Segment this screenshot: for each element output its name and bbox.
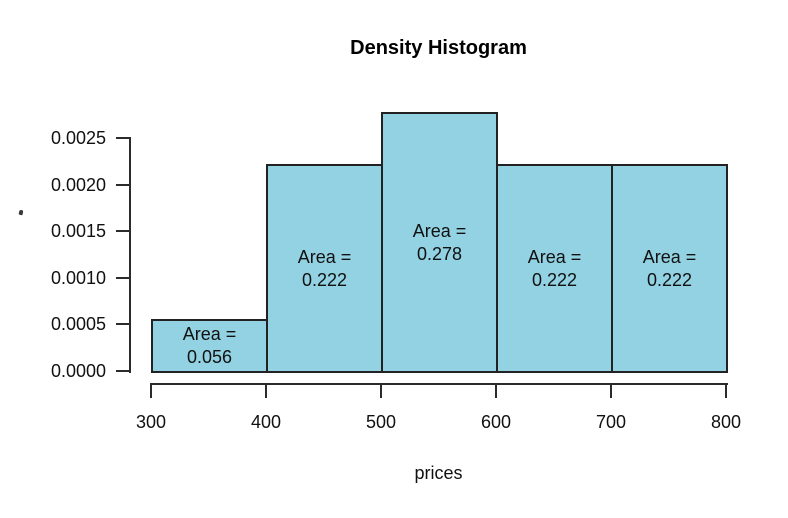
y-tick-label: 0.0000 [50, 361, 106, 381]
histogram-bar-300-400: Area = 0.056 [151, 319, 268, 373]
bar-area-label-line2: 0.222 [531, 269, 578, 290]
histogram-bar-600-700: Area = 0.222 [496, 164, 613, 373]
x-tick-label: 400 [250, 412, 282, 432]
bar-area-label-line1: Area = [412, 220, 467, 241]
bar-area-label: Area = 0.222 [528, 246, 582, 292]
bar-area-label-line1: Area = [527, 246, 582, 267]
bar-area-label-line2: 0.222 [301, 269, 348, 290]
bar-area-label: Area = 0.056 [183, 323, 237, 369]
x-tick-mark [265, 383, 267, 398]
y-tick-mark [116, 370, 130, 372]
y-tick-mark [116, 277, 130, 279]
x-axis-title: prices [414, 463, 463, 483]
y-tick-mark [116, 323, 130, 325]
y-tick-mark [116, 184, 130, 186]
y-tick-label: 0.0005 [50, 314, 106, 334]
bar-area-label: Area = 0.222 [298, 246, 352, 292]
bar-area-label: Area = 0.278 [413, 220, 467, 266]
histogram-bar-400-500: Area = 0.222 [266, 164, 383, 373]
y-tick-label: 0.0015 [50, 221, 106, 241]
x-tick-mark [380, 383, 382, 398]
histogram-bar-500-600: Area = 0.278 [381, 112, 498, 373]
chart-title: Density Histogram [350, 37, 527, 59]
bar-area-label-line2: 0.222 [646, 269, 693, 290]
y-tick-label: 0.0010 [50, 268, 106, 288]
y-tick-label: 0.0020 [50, 175, 106, 195]
x-tick-label: 500 [365, 412, 397, 432]
bar-area-label-line2: 0.278 [416, 243, 463, 264]
bar-area-label-line1: Area = [642, 246, 697, 267]
x-tick-label: 700 [595, 412, 627, 432]
x-tick-label: 800 [710, 412, 742, 432]
y-axis-line [129, 137, 131, 373]
y-tick-mark [116, 137, 130, 139]
x-tick-mark [610, 383, 612, 398]
bar-area-label-line2: 0.056 [186, 347, 233, 367]
x-axis-line [150, 383, 728, 385]
x-tick-mark [495, 383, 497, 398]
x-tick-mark [150, 383, 152, 398]
bar-area-label-line1: Area = [297, 246, 352, 267]
y-tick-label: 0.0025 [50, 128, 106, 148]
x-tick-mark [725, 383, 727, 398]
bar-area-label: Area = 0.222 [643, 246, 697, 292]
x-tick-label: 600 [480, 412, 512, 432]
y-tick-mark [116, 230, 130, 232]
y-axis-label-fragment-mark [18, 209, 24, 216]
bar-area-label-line1: Area = [182, 324, 237, 344]
x-tick-label: 300 [135, 412, 167, 432]
histogram-bar-700-800: Area = 0.222 [611, 164, 728, 373]
